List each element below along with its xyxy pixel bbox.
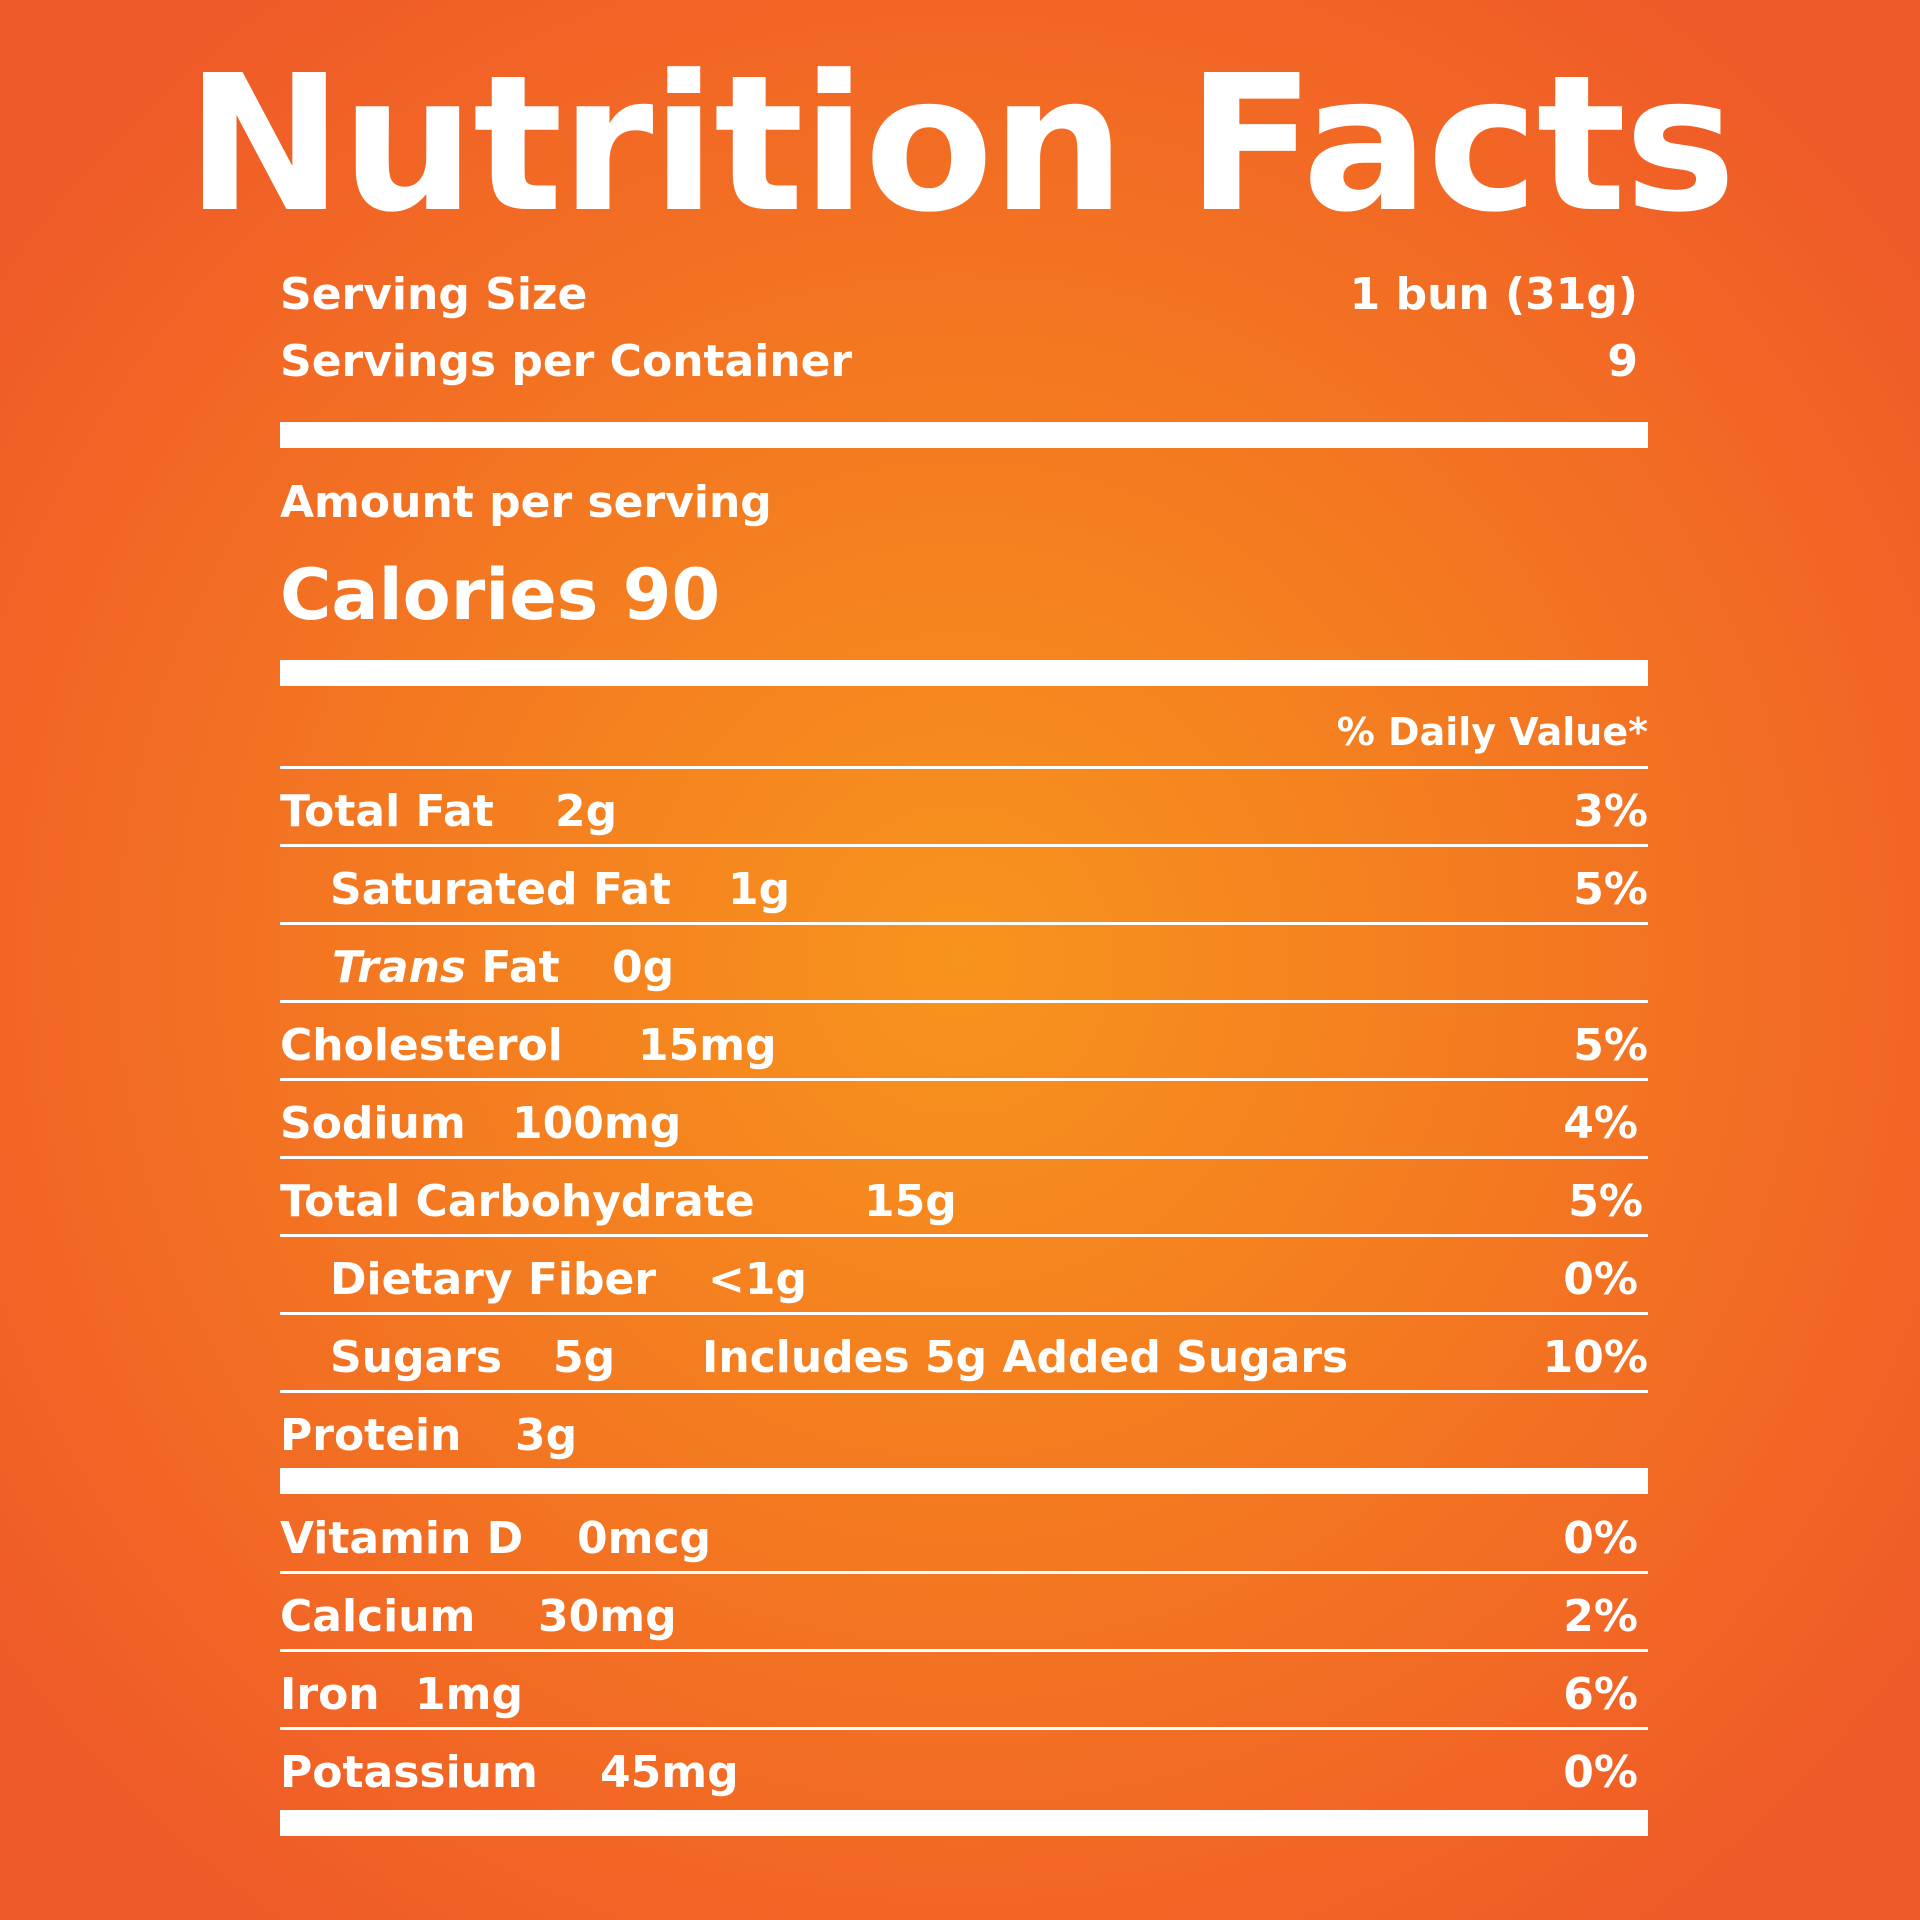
vitamin-row-potassium: Potassium 45mg 0%	[280, 1739, 1648, 1799]
thick-divider	[280, 660, 1648, 686]
calories-label: Calories	[280, 554, 599, 636]
nutrient-name: Potassium	[280, 1747, 538, 1798]
nutrient-daily-value: 5%	[1573, 864, 1648, 915]
calories-line: Calories 90	[280, 555, 720, 635]
nutrient-name: Calcium	[280, 1591, 476, 1642]
nutrient-name-rest: Fat	[481, 942, 560, 993]
serving-size-label: Serving Size	[280, 269, 588, 320]
nutrient-amount: 30mg	[538, 1591, 677, 1642]
divider	[280, 1571, 1648, 1574]
nutrient-amount: 3g	[515, 1410, 578, 1461]
nutrient-daily-value: 3%	[1573, 786, 1648, 837]
nutrient-amount: 1mg	[415, 1669, 523, 1720]
nutrient-amount: <1g	[708, 1254, 807, 1305]
divider	[280, 1000, 1648, 1003]
nutrient-name-italic: Trans	[332, 942, 467, 993]
nutrient-daily-value: 5%	[1568, 1176, 1643, 1227]
nutrient-daily-value: 6%	[1563, 1669, 1638, 1720]
nutrient-daily-value: 5%	[1573, 1020, 1648, 1071]
nutrient-name: Iron	[280, 1669, 380, 1720]
divider	[280, 1390, 1648, 1393]
nutrient-name: Total Fat	[280, 786, 494, 837]
nutrient-amount: 100mg	[512, 1098, 682, 1149]
nutrient-row-total-fat: Total Fat 2g 3%	[280, 778, 1648, 838]
nutrient-daily-value: 2%	[1563, 1591, 1638, 1642]
nutrient-row-saturated-fat: Saturated Fat 1g 5%	[280, 856, 1648, 916]
divider	[280, 844, 1648, 847]
thick-divider	[280, 422, 1648, 448]
nutrient-row-sodium: Sodium 100mg 4%	[280, 1090, 1648, 1150]
nutrient-daily-value: 0%	[1563, 1747, 1638, 1798]
divider	[280, 766, 1648, 769]
nutrient-row-protein: Protein 3g	[280, 1402, 1648, 1462]
nutrient-name: Dietary Fiber	[330, 1254, 657, 1305]
nutrient-row-sugars: Sugars 5g Includes 5g Added Sugars 10%	[280, 1324, 1648, 1384]
nutrient-daily-value: 0%	[1563, 1254, 1638, 1305]
nutrient-name: Saturated Fat	[330, 864, 672, 915]
added-sugars-note: Includes 5g Added Sugars	[702, 1332, 1349, 1383]
nutrient-amount: 45mg	[600, 1747, 739, 1798]
nutrient-name: Total Carbohydrate	[280, 1176, 755, 1227]
page-title: Nutrition Facts	[185, 35, 1736, 254]
nutrient-row-dietary-fiber: Dietary Fiber <1g 0%	[280, 1246, 1648, 1306]
calories-value: 90	[622, 554, 721, 636]
thick-divider	[280, 1468, 1648, 1494]
nutrient-name: Protein	[280, 1410, 462, 1461]
thick-divider	[280, 1810, 1648, 1836]
nutrient-daily-value: 4%	[1563, 1098, 1638, 1149]
nutrient-daily-value: 0%	[1563, 1513, 1638, 1564]
divider	[280, 1649, 1648, 1652]
vitamin-row-vitamin-d: Vitamin D 0mcg 0%	[280, 1505, 1648, 1565]
divider	[280, 1078, 1648, 1081]
nutrient-row-cholesterol: Cholesterol 15mg 5%	[280, 1012, 1648, 1072]
nutrient-row-total-carbohydrate: Total Carbohydrate 15g 5%	[280, 1168, 1648, 1228]
nutrient-amount: 1g	[728, 864, 791, 915]
nutrient-name: Cholesterol	[280, 1020, 563, 1071]
nutrient-name: Vitamin D	[280, 1513, 524, 1564]
nutrient-row-trans-fat: Trans Fat 0g	[280, 934, 1648, 994]
nutrient-amount: 0mcg	[577, 1513, 712, 1564]
nutrient-amount: 5g	[553, 1332, 616, 1383]
nutrient-amount: 15g	[864, 1176, 957, 1227]
nutrient-amount: 2g	[555, 786, 618, 837]
nutrient-name: Sugars	[330, 1332, 503, 1383]
divider	[280, 1156, 1648, 1159]
nutrient-amount: 15mg	[638, 1020, 777, 1071]
divider	[280, 1234, 1648, 1237]
daily-value-header: % Daily Value*	[1336, 710, 1648, 754]
nutrient-daily-value: 10%	[1542, 1332, 1648, 1383]
nutrient-amount: 0g	[612, 942, 675, 993]
nutrient-name: Sodium	[280, 1098, 466, 1149]
serving-size-value: 1 bun (31g)	[1349, 269, 1638, 320]
divider	[280, 1312, 1648, 1315]
servings-per-container-label: Servings per Container	[280, 336, 853, 387]
amount-per-serving-label: Amount per serving	[280, 477, 772, 528]
vitamin-row-iron: Iron 1mg 6%	[280, 1661, 1648, 1721]
divider	[280, 1727, 1648, 1730]
divider	[280, 922, 1648, 925]
servings-per-container-value: 9	[1607, 336, 1638, 387]
nutrient-name: Trans Fat	[332, 942, 560, 993]
vitamin-row-calcium: Calcium 30mg 2%	[280, 1583, 1648, 1643]
